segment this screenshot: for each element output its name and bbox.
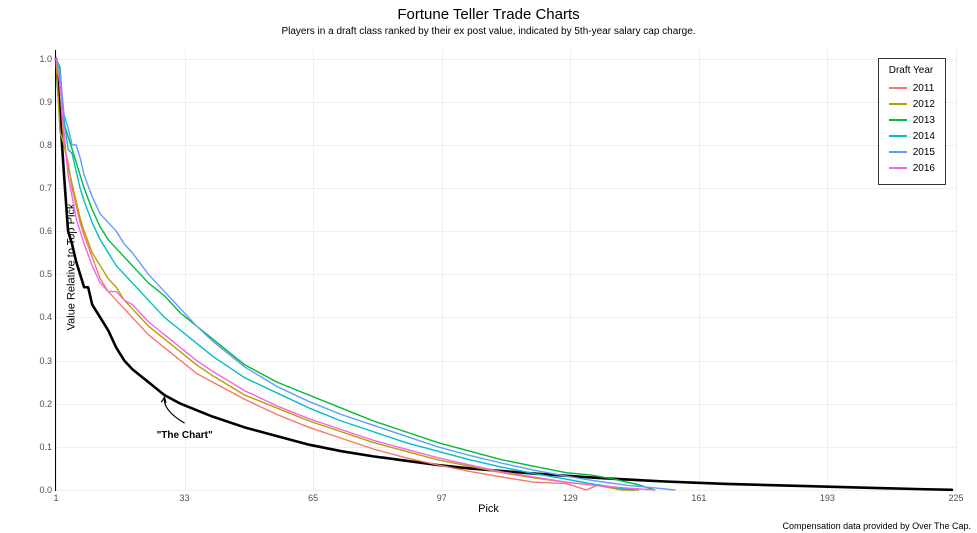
x-gridline xyxy=(956,50,957,490)
y-tick-label: 0.3 xyxy=(28,356,52,366)
chart-caption: Compensation data provided by Over The C… xyxy=(783,521,971,531)
legend-swatch xyxy=(889,103,907,105)
legend-swatch xyxy=(889,135,907,137)
y-tick-label: 0.7 xyxy=(28,183,52,193)
annotation-label: "The Chart" xyxy=(157,430,213,441)
legend-label: 2011 xyxy=(913,83,935,94)
legend-swatch xyxy=(889,167,907,169)
x-tick-label: 193 xyxy=(820,493,835,503)
x-axis-label: Pick xyxy=(0,503,977,515)
legend-title: Draft Year xyxy=(889,65,935,76)
legend-label: 2012 xyxy=(913,99,935,110)
legend-item: 2014 xyxy=(889,128,935,144)
legend-item: 2015 xyxy=(889,144,935,160)
legend-label: 2015 xyxy=(913,147,935,158)
chart-title: Fortune Teller Trade Charts xyxy=(0,6,977,23)
x-tick-label: 161 xyxy=(691,493,706,503)
y-tick-label: 1.0 xyxy=(28,54,52,64)
legend-label: 2014 xyxy=(913,131,935,142)
annotation-arrowhead xyxy=(161,397,166,403)
x-tick-label: 1 xyxy=(53,493,58,503)
legend-swatch xyxy=(889,119,907,121)
reference-line xyxy=(56,59,952,490)
y-tick-label: 0.4 xyxy=(28,312,52,322)
lines-layer xyxy=(56,50,956,490)
legend-label: 2016 xyxy=(913,163,935,174)
x-tick-label: 97 xyxy=(437,493,447,503)
plot-area: Draft Year 201120122013201420152016 1336… xyxy=(55,50,956,491)
y-tick-label: 0.2 xyxy=(28,399,52,409)
series-line-2015 xyxy=(56,59,675,490)
x-tick-label: 225 xyxy=(948,493,963,503)
y-tick-label: 0.0 xyxy=(28,485,52,495)
y-tick-label: 0.5 xyxy=(28,269,52,279)
legend-item: 2012 xyxy=(889,96,935,112)
series-line-2012 xyxy=(56,59,639,490)
chart-container: Fortune Teller Trade Charts Players in a… xyxy=(0,0,977,533)
series-line-2014 xyxy=(56,59,635,490)
series-line-2011 xyxy=(56,59,631,490)
legend-item: 2013 xyxy=(889,112,935,128)
x-tick-label: 33 xyxy=(180,493,190,503)
legend: Draft Year 2011 2012 2013 2014 2015 2016 xyxy=(878,58,946,185)
legend-label: 2013 xyxy=(913,115,935,126)
x-tick-label: 65 xyxy=(308,493,318,503)
y-tick-label: 0.8 xyxy=(28,140,52,150)
x-tick-label: 129 xyxy=(563,493,578,503)
y-gridline xyxy=(56,490,956,491)
y-tick-label: 0.1 xyxy=(28,442,52,452)
y-tick-label: 0.9 xyxy=(28,97,52,107)
chart-subtitle: Players in a draft class ranked by their… xyxy=(0,26,977,37)
y-tick-label: 0.6 xyxy=(28,226,52,236)
legend-swatch xyxy=(889,151,907,153)
legend-item: 2011 xyxy=(889,80,935,96)
legend-swatch xyxy=(889,87,907,89)
legend-item: 2016 xyxy=(889,160,935,176)
